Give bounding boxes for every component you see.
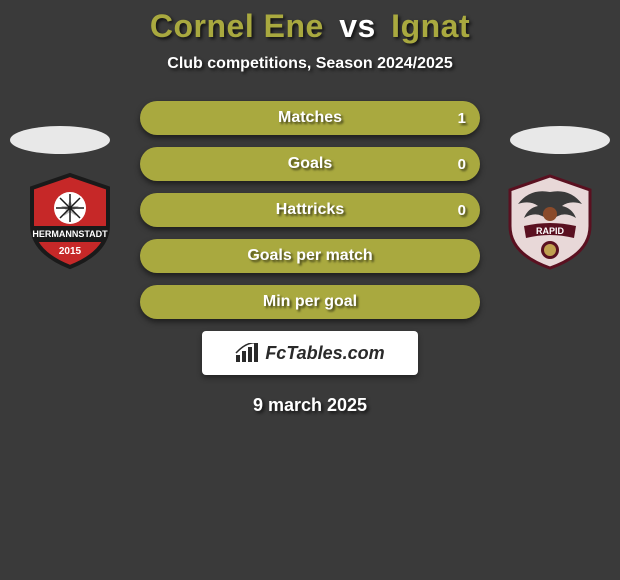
stat-right-value: 0 [458, 202, 466, 219]
team2-badge: RAPID [500, 170, 600, 270]
team1-badge: HERMANNSTADT 2015 [20, 170, 120, 270]
stat-row-hattricks: Hattricks 0 [140, 193, 480, 227]
subtitle: Club competitions, Season 2024/2025 [0, 55, 620, 73]
watermark-text: FcTables.com [265, 343, 384, 364]
badge2-name: RAPID [536, 226, 565, 236]
title: Cornel Ene vs Ignat [0, 8, 620, 45]
badge1-name: HERMANNSTADT [32, 229, 108, 239]
stat-label: Goals [288, 155, 332, 173]
rapid-shield-icon: RAPID [500, 170, 600, 270]
stat-label: Goals per match [247, 247, 372, 265]
stat-right-value: 0 [458, 156, 466, 173]
stat-row-goals-per-match: Goals per match [140, 239, 480, 273]
footer-date: 9 march 2025 [0, 395, 620, 416]
stat-label: Hattricks [276, 201, 344, 219]
stat-right-value: 1 [458, 110, 466, 127]
stat-bars: Matches 1 Goals 0 Hattricks 0 Goals per … [140, 101, 480, 319]
badge1-year: 2015 [59, 246, 82, 257]
player2-name: Ignat [391, 8, 470, 44]
player1-avatar-slot [10, 126, 110, 154]
stat-row-min-per-goal: Min per goal [140, 285, 480, 319]
stat-row-matches: Matches 1 [140, 101, 480, 135]
vs-text: vs [339, 8, 376, 44]
player1-name: Cornel Ene [150, 8, 324, 44]
stat-label: Matches [278, 109, 342, 127]
bar-chart-icon [235, 343, 259, 363]
comparison-card: Cornel Ene vs Ignat Club competitions, S… [0, 0, 620, 416]
stat-row-goals: Goals 0 [140, 147, 480, 181]
player2-avatar-slot [510, 126, 610, 154]
stat-label: Min per goal [263, 293, 357, 311]
watermark: FcTables.com [202, 331, 418, 375]
hermannstadt-shield-icon: HERMANNSTADT 2015 [20, 170, 120, 270]
